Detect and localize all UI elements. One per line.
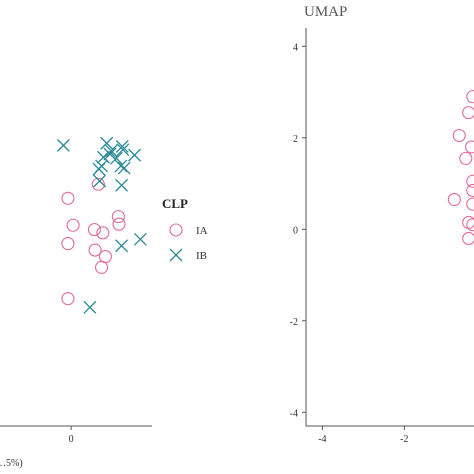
right-point-ia [466,197,474,211]
left-point-ib [115,239,129,253]
left-point-ib [100,136,114,150]
left-x-tick-label: 0 [69,434,74,445]
left-point-ia [96,226,110,240]
right-y-tick-label: 0 [293,225,298,236]
right-point-ia [462,231,474,245]
right-y-tick-label: 2 [293,134,298,145]
left-point-ia [87,223,101,237]
right-point-ia [464,140,474,154]
left-point-ib [128,148,141,162]
legend-label-ib: IB [196,250,207,262]
left-point-ib [56,138,70,152]
legend-title: CLP [162,196,188,211]
left-point-ia [88,243,102,257]
right-y-tick-label: -4 [290,408,298,419]
pca-panel: 0 …5%) [0,136,152,469]
left-point-ib [104,144,118,158]
left-point-ib [114,159,128,173]
left-point-ib [83,300,97,314]
legend: CLP IA IB [162,196,208,262]
right-y-tick-label: -2 [290,317,298,328]
right-y-tick-label: 4 [293,42,298,53]
left-point-ia [66,218,80,232]
left-point-ia [98,250,112,264]
left-point-ia [91,177,105,191]
left-point-ib [93,174,107,188]
left-point-ib [116,143,130,157]
right-x-tick-label: -4 [318,434,326,445]
right-point-ia [462,106,474,120]
left-point-ib [115,140,129,153]
left-point-ia [94,260,109,274]
left-point-ia [61,191,75,205]
right-point-ia [466,218,474,232]
umap-panel: UMAP 4 2 0 -2 -4 -4 -2 [290,4,474,445]
right-point-ia [452,128,466,143]
right-scatter-points [447,90,474,245]
right-point-ia [466,183,474,197]
left-point-ia [111,210,125,224]
right-point-ia [447,193,461,207]
legend-key-ia [169,223,183,237]
left-point-ib [97,150,110,164]
left-x-axis-title: …5%) [0,458,23,469]
left-point-ia [112,217,126,231]
left-point-ib [109,151,123,165]
left-point-ia [61,237,75,251]
right-point-ia [466,174,474,188]
umap-panel-title: UMAP [304,4,347,20]
right-point-ia [466,90,474,104]
left-point-ib [115,178,129,192]
left-point-ib [117,161,131,175]
legend-key-ib [169,248,183,262]
left-point-ib [103,147,117,161]
legend-label-ia: IA [196,225,208,237]
left-scatter-points [56,136,147,314]
left-point-ib [95,159,109,173]
left-point-ib [133,232,147,246]
right-x-tick-label: -2 [400,434,408,445]
left-point-ia [61,292,75,306]
right-point-ia [459,151,473,165]
